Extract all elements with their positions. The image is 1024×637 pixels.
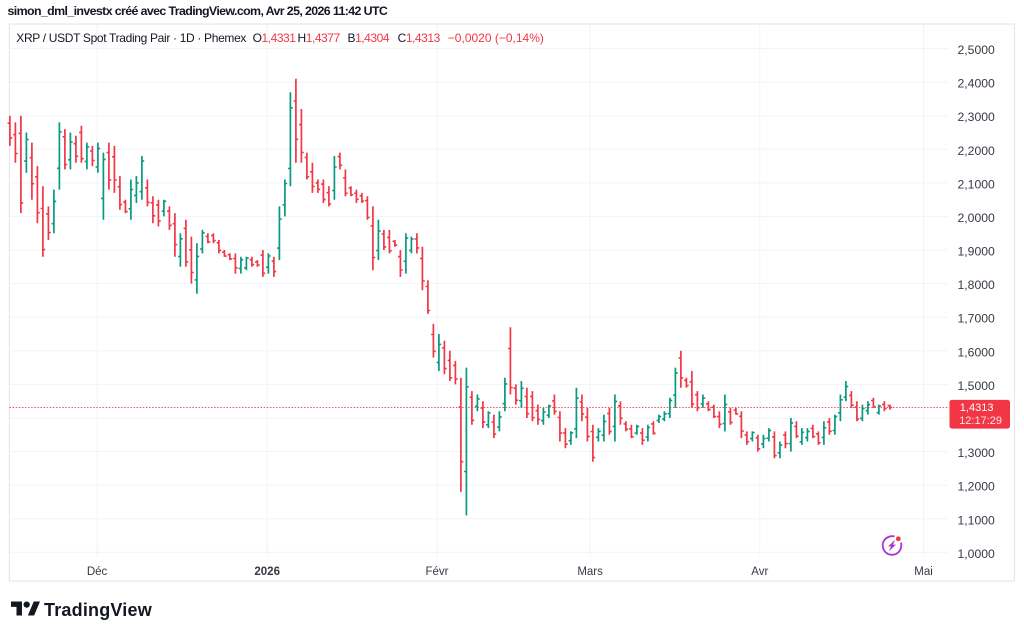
svg-text:2,5000: 2,5000 (958, 43, 995, 57)
svg-text:Déc: Déc (87, 566, 108, 578)
svg-text:2,0000: 2,0000 (958, 211, 995, 225)
svg-text:1,9000: 1,9000 (958, 245, 995, 259)
svg-text:1,3000: 1,3000 (958, 446, 995, 460)
svg-text:2,2000: 2,2000 (958, 144, 995, 158)
svg-text:2,3000: 2,3000 (958, 110, 995, 124)
svg-text:1,0000: 1,0000 (958, 547, 995, 561)
svg-text:Mai: Mai (914, 566, 933, 578)
svg-text:Févr: Févr (426, 566, 449, 578)
svg-text:12:17:29: 12:17:29 (959, 415, 1002, 427)
svg-text:2026: 2026 (254, 566, 280, 578)
svg-text:Avr: Avr (751, 566, 768, 578)
svg-text:1,6000: 1,6000 (958, 345, 995, 359)
svg-text:Mars: Mars (577, 566, 603, 578)
svg-text:1,8000: 1,8000 (958, 278, 995, 292)
svg-text:2,4000: 2,4000 (958, 77, 995, 91)
svg-text:1,5000: 1,5000 (958, 379, 995, 393)
svg-text:1,2000: 1,2000 (958, 480, 995, 494)
svg-text:1,4313: 1,4313 (960, 402, 994, 414)
svg-text:2,1000: 2,1000 (958, 177, 995, 191)
svg-text:1,7000: 1,7000 (958, 312, 995, 326)
svg-text:1,1000: 1,1000 (958, 513, 995, 527)
